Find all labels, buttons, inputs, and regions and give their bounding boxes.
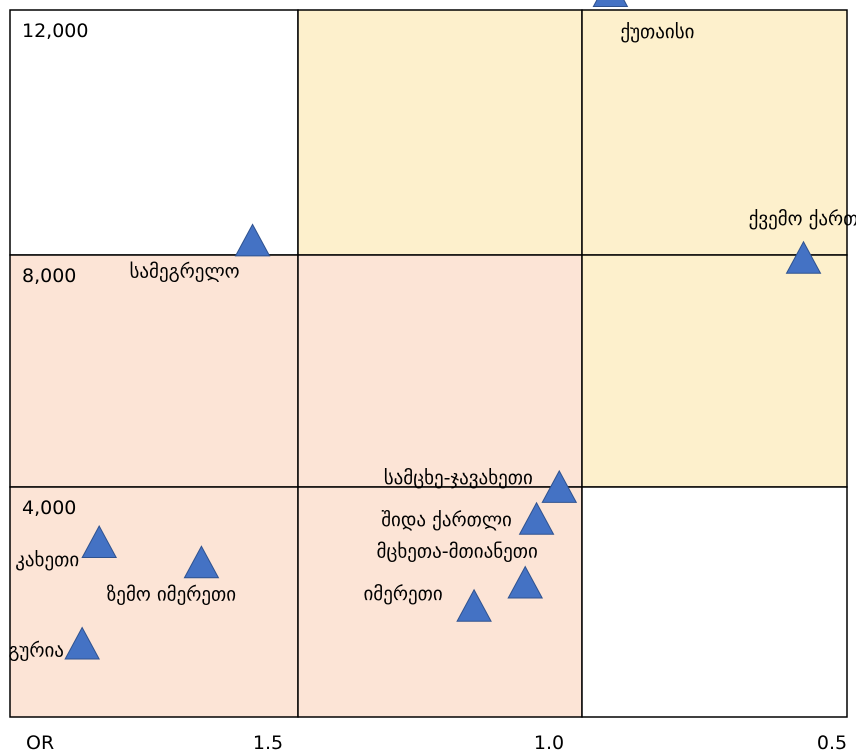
x-axis: OR 1.5 1.0 0.5	[26, 732, 847, 754]
data-point-marker	[456, 588, 492, 622]
data-point-label: მცხეთა-მთიანეთი	[377, 541, 538, 563]
quadrant-cell	[581, 254, 848, 488]
data-point-label: ზემო იმერეთი	[107, 583, 236, 605]
data-point-label: შიდა ქართლი	[381, 509, 512, 531]
data-point-label: გურია	[8, 640, 64, 662]
quadrant-cell	[581, 486, 848, 718]
quadrant-cell	[9, 486, 299, 718]
x-axis-title: OR	[26, 732, 54, 754]
data-point-marker	[183, 545, 220, 579]
data-point-label: ქვემო ქართლი	[749, 208, 856, 230]
data-point-marker	[541, 469, 578, 503]
data-point-label: სამეგრელო	[129, 260, 239, 282]
y-tick-label: 4,000	[22, 497, 76, 519]
data-point-marker	[64, 626, 100, 660]
data-point-label: იმერეთი	[363, 583, 442, 605]
data-point-label: ქუთაისი	[620, 21, 694, 43]
quadrant-cell	[9, 9, 299, 256]
data-point-marker	[592, 0, 629, 7]
quadrant-cell	[297, 9, 583, 256]
quadrant-grid: 12,000 8,000 4,000	[9, 9, 848, 718]
data-point-label: სამცხე-ჯავახეთი	[384, 467, 533, 489]
data-point-marker	[507, 565, 544, 599]
data-point-marker	[234, 223, 271, 257]
y-tick-label: 8,000	[22, 265, 76, 287]
data-point-marker	[518, 501, 555, 535]
quadrant-cell	[581, 9, 848, 256]
x-tick-label: 1.5	[253, 732, 283, 754]
x-tick-label: 0.5	[817, 732, 847, 754]
data-point-label: კახეთი	[15, 549, 79, 571]
data-point-marker	[785, 240, 822, 274]
data-points: ქუთაისი ქვემო ქართლი სამეგრელო სამცხე-ჯავახ…	[8, 0, 856, 662]
quadrant-cell	[297, 254, 583, 488]
quadrant-cell	[9, 254, 299, 488]
x-tick-label: 1.0	[534, 732, 564, 754]
data-point-marker	[81, 524, 118, 558]
y-tick-label: 12,000	[22, 20, 88, 42]
